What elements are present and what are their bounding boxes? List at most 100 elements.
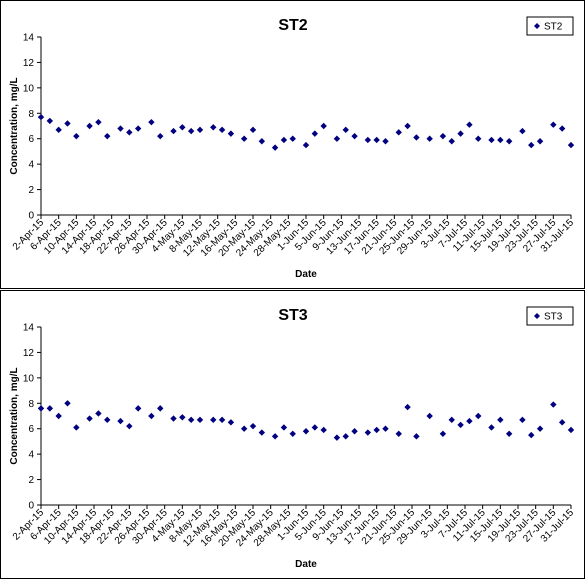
chart-1-data-point — [86, 415, 93, 422]
chart-0-data-point — [187, 127, 195, 135]
chart-panel-st2: ST2 0 2 4 6 8 10 12 14 2-Apr-15 6-Apr-15 10-Apr-15 1… — [0, 0, 585, 289]
chart-1-data-point — [104, 416, 111, 424]
chart-0-data-point — [157, 132, 164, 140]
chart-0-data-point — [302, 141, 310, 149]
chart-0-data-point — [382, 138, 389, 145]
chart-0-y-tick-label: 14 — [23, 33, 35, 44]
chart-0-y-axis-title: Concentration, mg/L — [9, 77, 20, 174]
chart-1-y-tick-label: 0 — [28, 501, 34, 512]
chart-0-data-point — [46, 117, 54, 125]
chart-0-x-axis-title: Date — [295, 269, 317, 280]
chart-0-data-point — [567, 141, 575, 149]
chart-1-data-point — [258, 429, 266, 436]
chart-1-data-point — [170, 415, 177, 422]
chart-1-data-point — [148, 412, 155, 420]
chart-0-data-point — [148, 118, 155, 126]
chart-0-data-point — [448, 138, 455, 145]
chart-0-data-point — [439, 132, 447, 140]
chart-1-data-point — [373, 426, 380, 434]
chart-0-data-point — [210, 124, 217, 131]
chart-0-data-point — [536, 138, 544, 145]
chart-0-data-point — [413, 134, 420, 141]
chart-1-data-point — [342, 433, 349, 440]
chart-1-data-point — [333, 434, 341, 441]
chart-0-data-point — [311, 130, 319, 137]
chart-0-data-point — [488, 136, 495, 144]
chart-1-data-point — [426, 412, 433, 420]
chart-0-data-point — [558, 125, 566, 132]
chart-1-data-point — [126, 422, 133, 430]
chart-1-data-point — [488, 424, 495, 431]
chart-1-data-point — [558, 419, 566, 426]
chart-0-data-point — [528, 141, 535, 149]
chart-1-data-point — [196, 416, 204, 424]
chart-1-data-point — [404, 403, 411, 411]
chart-1-y-tick-label: 6 — [28, 424, 34, 435]
chart-1-data-point — [157, 405, 164, 412]
chart-0-data-point — [475, 135, 482, 142]
chart-0-y-tick-label: 12 — [23, 58, 35, 69]
chart-0-y-tick-label: 6 — [28, 134, 34, 145]
chart-0-data-point — [179, 124, 186, 131]
chart-0-data-point — [289, 135, 296, 142]
chart-0-data-point — [342, 126, 349, 134]
chart-0-y-tick-label: 2 — [28, 185, 34, 196]
chart-0-data-point — [373, 136, 380, 144]
chart-1-data-point — [457, 421, 464, 429]
chart-1-data-point — [117, 417, 124, 425]
chart-0-data-point — [550, 121, 557, 128]
chart-0-data-point — [457, 130, 464, 137]
chart-0-data-point — [497, 136, 504, 144]
chart-0-legend-marker — [534, 23, 540, 29]
chart-panel-st3: ST3 0 2 4 6 8 10 12 14 2-Apr-15 6-Apr-15 10-Apr-15 1… — [0, 290, 585, 579]
chart-0-data-point — [426, 135, 433, 142]
chart-1-data-point — [280, 424, 288, 431]
chart-1-data-point — [519, 416, 526, 424]
chart-0-data-point — [55, 126, 62, 134]
chart-1-data-point — [210, 416, 217, 424]
chart-1-data-point — [497, 416, 504, 424]
chart-0-data-point — [395, 129, 402, 136]
chart-1-data-point — [567, 426, 575, 434]
chart-1-data-point — [37, 405, 45, 412]
chart-1-data-point — [249, 422, 257, 430]
chart-1-data-point — [320, 426, 327, 434]
chart-1-x-axis-title: Date — [295, 559, 317, 570]
chart-0-data-point — [505, 138, 513, 145]
chart-1-data-point — [364, 429, 372, 436]
chart-1-data-point — [311, 424, 319, 431]
chart-svg-st3: ST3024681012142-Apr-156-Apr-1510-Apr-151… — [9, 306, 576, 570]
chart-1-data-point — [187, 416, 195, 424]
chart-0-data-point — [404, 122, 411, 130]
chart-1-data-point — [351, 428, 358, 435]
chart-1-data-point — [550, 401, 557, 408]
chart-1-y-tick-label: 10 — [23, 373, 35, 384]
chart-1-legend — [526, 306, 574, 326]
chart-1-data-point — [95, 410, 102, 417]
chart-1-data-point — [528, 431, 535, 439]
chart-0-title: ST2 — [278, 17, 307, 34]
chart-0-data-point — [249, 126, 257, 134]
chart-0-data-point — [271, 144, 279, 151]
chart-0-data-point — [117, 125, 124, 132]
chart-0-data-point — [86, 122, 93, 130]
chart-1-data-point — [73, 424, 80, 431]
chart-1-data-point — [382, 425, 389, 432]
chart-1-data-point — [271, 433, 279, 440]
chart-0-y-tick-label: 0 — [28, 211, 34, 222]
chart-1-y-axis-title: Concentration, mg/L — [9, 367, 20, 464]
chart-1-data-point — [240, 425, 248, 432]
chart-1-data-point — [448, 416, 455, 424]
chart-0-data-point — [320, 122, 327, 130]
chart-0-data-point — [280, 136, 288, 144]
chart-0-data-point — [170, 127, 177, 135]
chart-0-data-point — [196, 126, 204, 134]
chart-0-legend — [526, 16, 574, 36]
chart-0-data-point — [126, 129, 133, 136]
chart-1-data-point — [46, 405, 54, 412]
chart-1-data-point — [55, 412, 62, 420]
chart-1-data-point — [395, 430, 402, 437]
chart-1-legend-marker — [534, 313, 540, 319]
chart-0-legend-label: ST2 — [544, 22, 563, 33]
chart-1-data-point — [64, 400, 71, 407]
